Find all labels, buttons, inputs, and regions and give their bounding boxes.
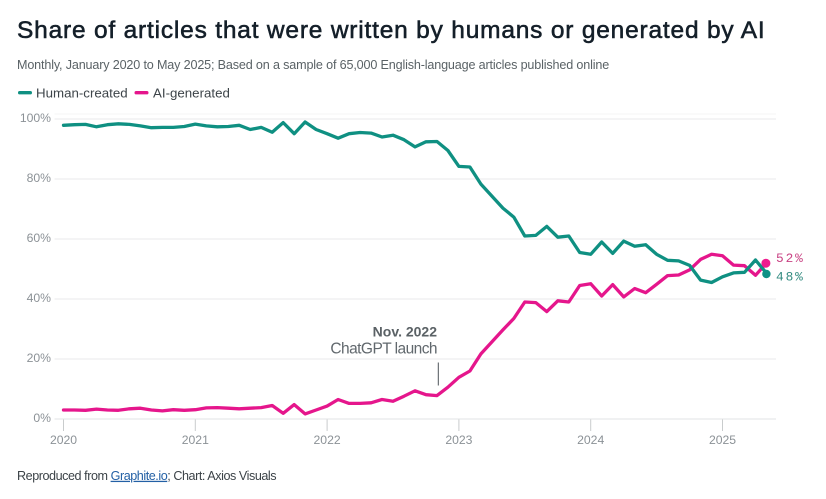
svg-text:ChatGPT launch: ChatGPT launch [330,341,437,358]
svg-text:Nov. 2022: Nov. 2022 [373,324,438,340]
svg-text:Reproduced from Graphite.io; C: Reproduced from Graphite.io; Chart: Axio… [17,469,276,483]
svg-text:Monthly, January 2020 to May 2: Monthly, January 2020 to May 2025; Based… [17,58,609,72]
svg-text:100%: 100% [20,111,51,125]
svg-text:40%: 40% [27,291,52,305]
svg-text:2025: 2025 [709,433,736,447]
svg-text:80%: 80% [27,171,52,185]
svg-text:Share of articles that were wr: Share of articles that were written by h… [17,17,765,44]
svg-text:0%: 0% [33,411,51,425]
svg-text:Human-created: Human-created [36,86,128,101]
svg-text:2023: 2023 [445,433,472,447]
svg-text:2020: 2020 [50,433,77,447]
svg-text:2022: 2022 [314,433,341,447]
svg-text:60%: 60% [27,231,52,245]
svg-text:AI-generated: AI-generated [153,86,230,101]
svg-text:2021: 2021 [182,433,209,447]
svg-text:48%: 48% [776,270,805,285]
svg-text:2024: 2024 [577,433,604,447]
svg-text:52%: 52% [776,251,805,266]
svg-text:20%: 20% [27,351,52,365]
